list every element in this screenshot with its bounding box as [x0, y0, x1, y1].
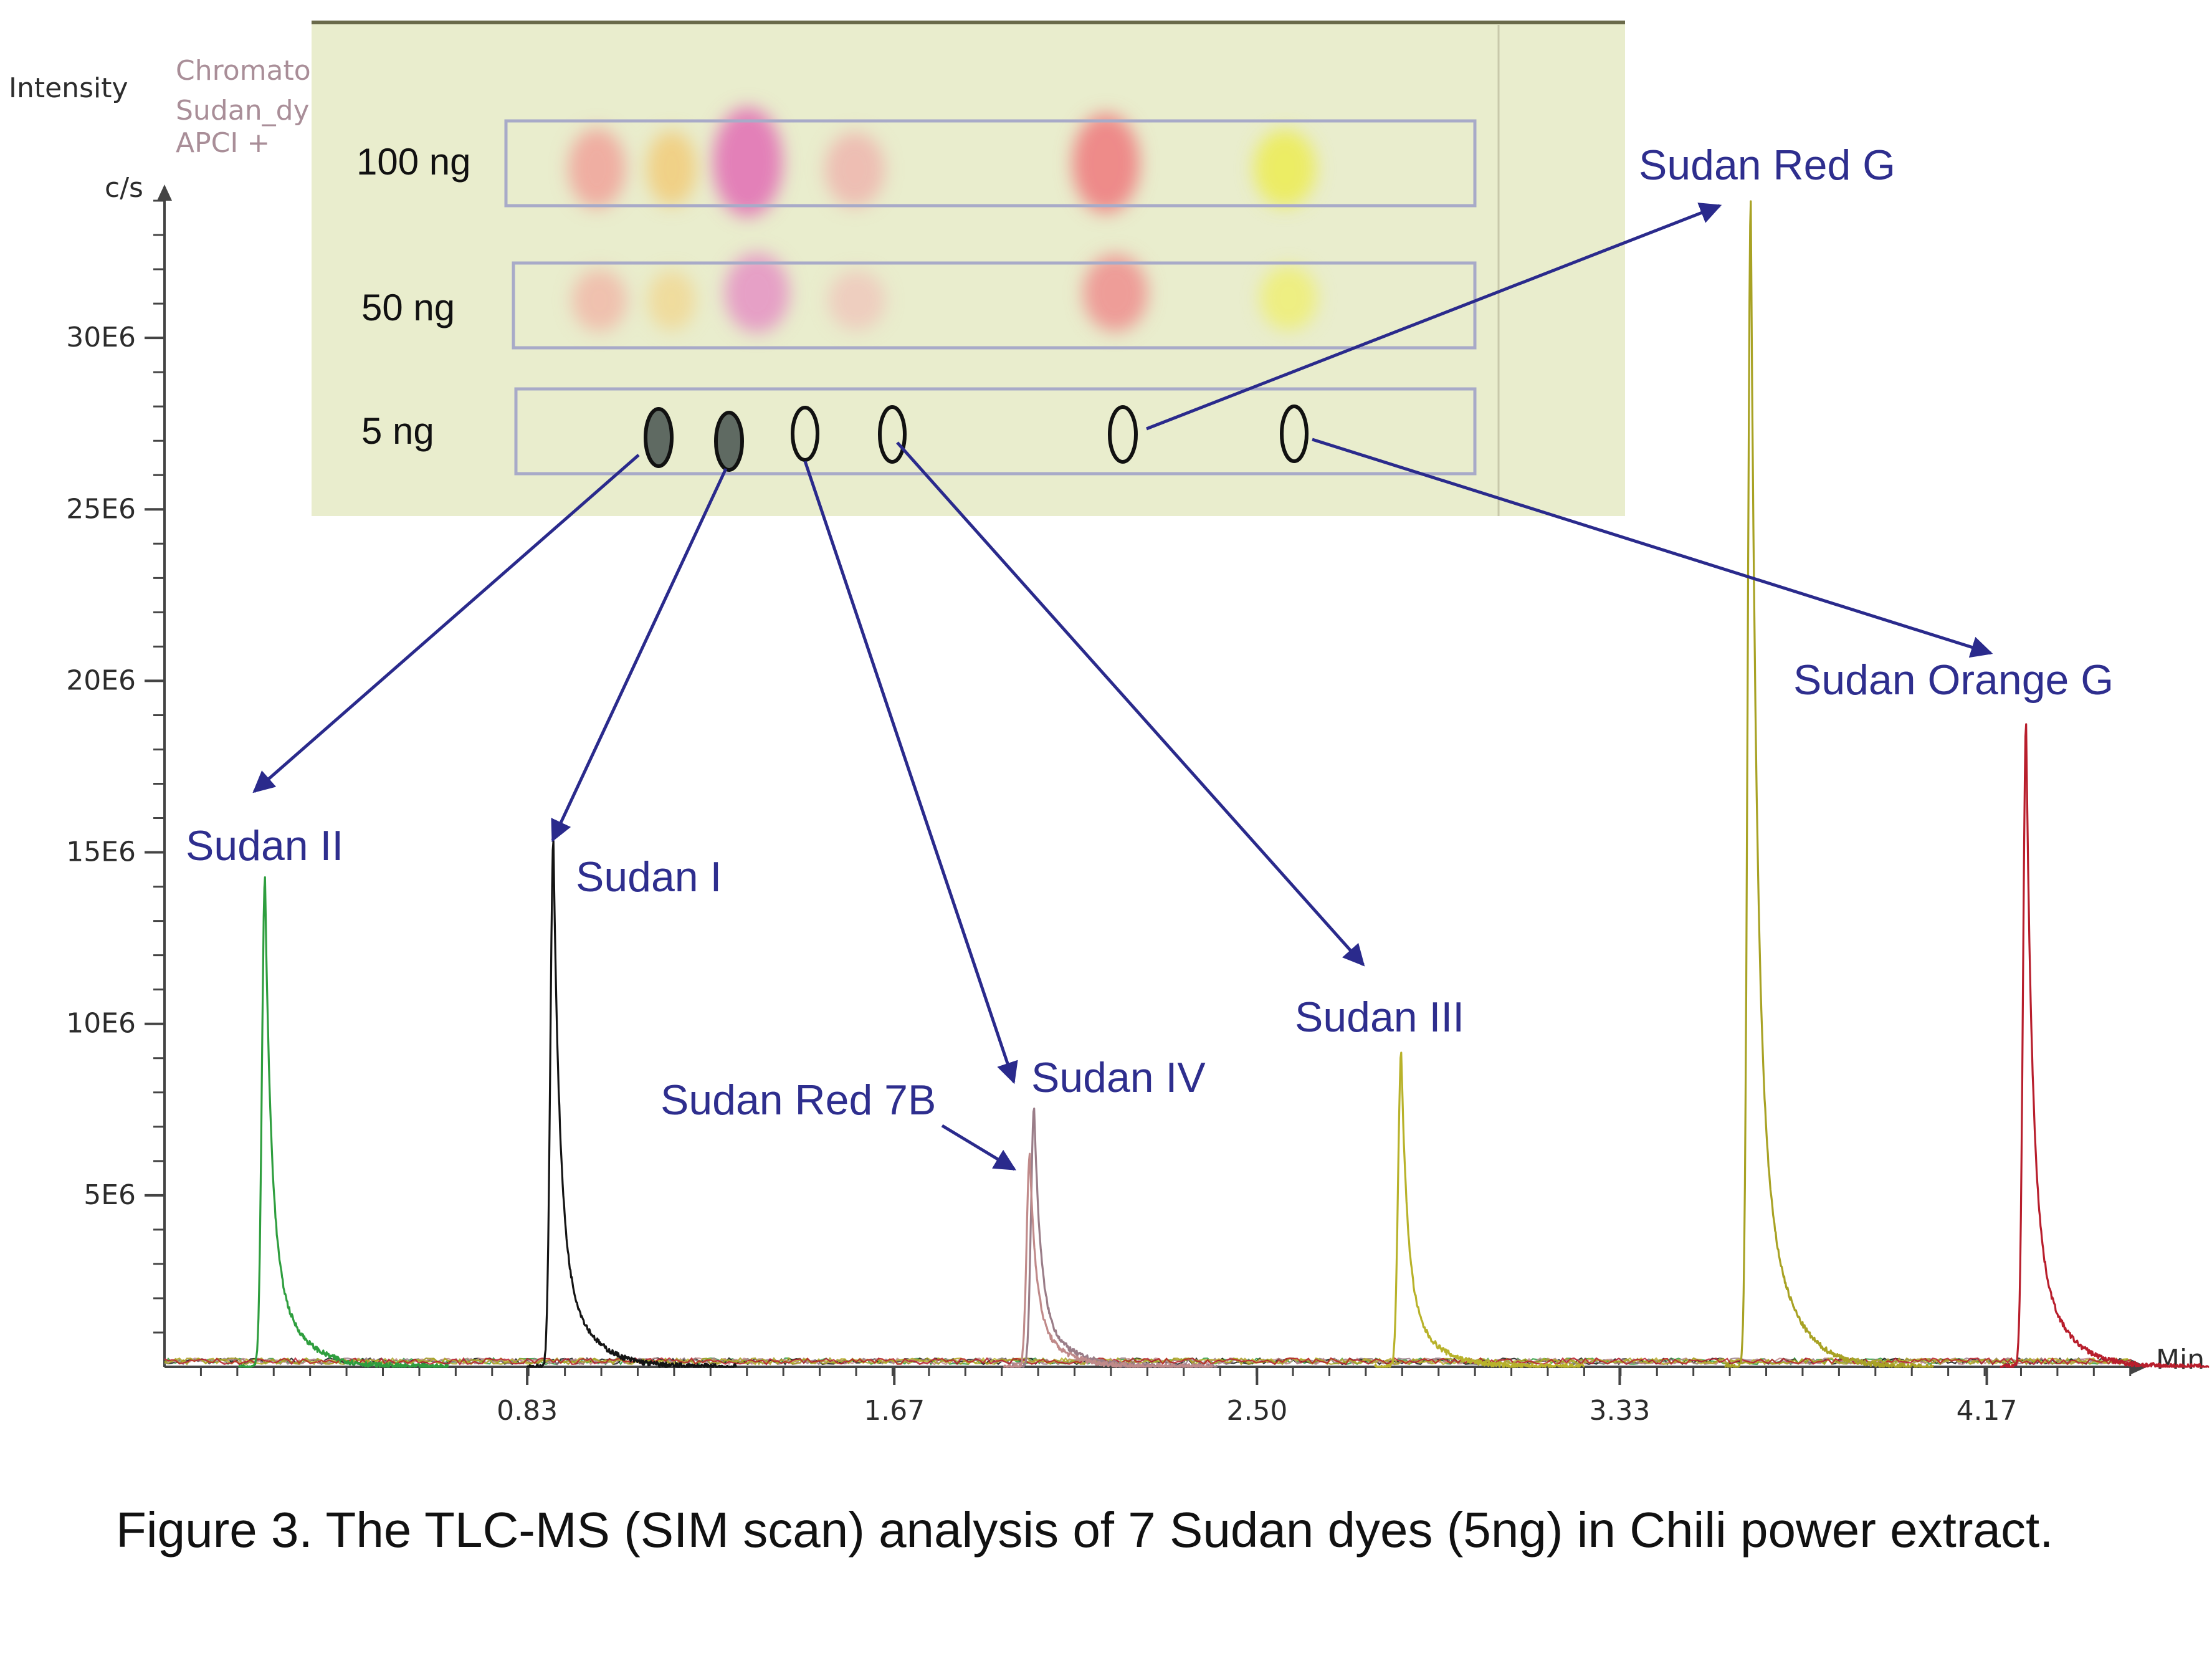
- scraped-spot-5: [1108, 405, 1138, 464]
- tlc-spots: [568, 107, 1317, 333]
- arrow-sudan-ii: [252, 454, 640, 793]
- arrow-sudan-i: [551, 467, 728, 843]
- label-sudan-orange-g: Sudan Orange G: [1793, 656, 2114, 704]
- tlc-plate-background: [312, 21, 1625, 516]
- chromatogram-header: Chromato Sudan_dy APCI +: [176, 55, 311, 159]
- scraped-spot-6: [1280, 404, 1309, 463]
- chromatogram-axes: 5E6 10E6 15E6 20E6 25E6 30E6 0.83 1.67 2.50 3.33…: [9, 72, 2205, 1427]
- arrow-sudan-red-g: [1146, 203, 1722, 431]
- spot-50ng-5: [1083, 254, 1148, 332]
- y-axis-arrow: [157, 184, 172, 201]
- lane-label-100ng: 100 ng: [356, 141, 471, 183]
- lane-box-5ng: [514, 387, 1477, 476]
- scraped-spot-1: [644, 407, 674, 468]
- peak-trace: [1724, 200, 1934, 1368]
- spot-100ng-6: [1254, 130, 1316, 207]
- arrow-sudan-iv: [803, 461, 1018, 1084]
- spot-100ng-5: [1072, 113, 1140, 213]
- y-tick-label: 30E6: [66, 322, 136, 353]
- scraped-spot-2: [714, 411, 744, 472]
- spot-100ng-1: [568, 128, 626, 208]
- peak-trace: [526, 840, 738, 1368]
- spot-50ng-1: [572, 269, 627, 332]
- spot-100ng-2: [647, 131, 697, 206]
- header-line-2: Sudan_dy: [176, 95, 310, 127]
- tlc-plate: 100 ng 50 ng 5 ng: [312, 21, 1625, 516]
- x-axis-unit: Min: [2156, 1344, 2205, 1376]
- x-tick-label: 0.83: [497, 1395, 558, 1427]
- arrow-sudan-red-7b: [941, 1124, 1016, 1171]
- peak-trace: [237, 876, 449, 1368]
- baseline-trace: [164, 1357, 2132, 1366]
- y-axis-unit: c/s: [105, 172, 143, 204]
- spot-50ng-6: [1260, 266, 1317, 330]
- y-axis-title: Intensity: [9, 72, 128, 104]
- x-tick-label: 4.17: [1957, 1395, 2018, 1427]
- peak-trace: [1007, 1108, 1218, 1368]
- arrow-sudan-orange-g: [1312, 438, 1993, 658]
- header-line-1: Chromato: [176, 55, 311, 87]
- label-sudan-iii: Sudan III: [1295, 993, 1464, 1041]
- y-tick-label: 10E6: [66, 1008, 136, 1040]
- label-sudan-iv: Sudan IV: [1031, 1054, 1206, 1101]
- arrow-sudan-iii: [896, 441, 1365, 967]
- label-sudan-red-7b: Sudan Red 7B: [660, 1076, 936, 1124]
- label-sudan-red-g: Sudan Red G: [1639, 141, 1895, 189]
- spot-100ng-4: [825, 132, 885, 207]
- x-minor-ticks: [199, 1367, 2132, 1376]
- y-tick-label: 20E6: [66, 664, 136, 696]
- x-tick-label: 2.50: [1226, 1395, 1287, 1427]
- label-sudan-ii: Sudan II: [186, 822, 343, 869]
- lane-label-50ng: 50 ng: [361, 287, 455, 328]
- peak-labels: Sudan II Sudan I Sudan IV Sudan Red 7B S…: [186, 141, 2114, 1124]
- y-tick-label: 25E6: [66, 493, 136, 525]
- scraped-spots-5ng: [644, 404, 1309, 472]
- peak-trace: [1374, 1051, 1585, 1368]
- y-tick-label: 15E6: [66, 836, 136, 868]
- scraped-spot-3: [791, 406, 819, 462]
- peak-trace: [1003, 1152, 1213, 1368]
- peak-trace: [2000, 723, 2210, 1368]
- y-minor-ticks: [145, 199, 164, 1334]
- x-tick-label: 3.33: [1589, 1395, 1650, 1427]
- label-sudan-i: Sudan I: [576, 853, 722, 901]
- y-tick-label: 5E6: [83, 1179, 136, 1211]
- spot-50ng-2: [648, 270, 695, 330]
- spot-100ng-3: [713, 107, 783, 217]
- spot-50ng-4: [828, 270, 885, 330]
- lane-label-5ng: 5 ng: [361, 410, 434, 452]
- spot-to-peak-arrows: [252, 203, 1993, 1171]
- figure-caption: Figure 3. The TLC-MS (SIM scan) analysis…: [116, 1502, 2054, 1558]
- y-tick-labels: 5E6 10E6 15E6 20E6 25E6 30E6: [66, 322, 136, 1211]
- x-tick-labels: 0.83 1.67 2.50 3.33 4.17: [497, 1367, 2018, 1427]
- header-line-3: APCI +: [176, 127, 270, 159]
- lane-box-50ng: [512, 261, 1477, 350]
- scraped-spot-4: [878, 405, 907, 464]
- lane-box-100ng: [504, 119, 1477, 208]
- x-tick-label: 1.67: [864, 1395, 925, 1427]
- chromatogram-traces: [237, 200, 2210, 1368]
- spot-50ng-3: [725, 253, 789, 333]
